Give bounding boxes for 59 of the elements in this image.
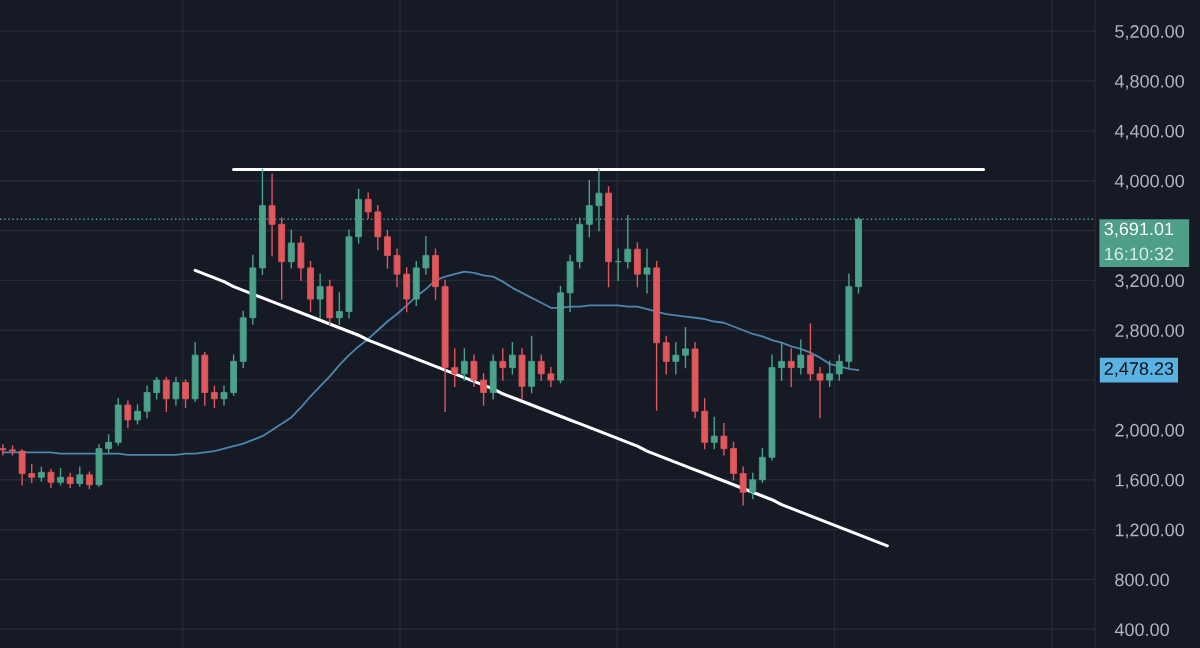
y-tick-label: 2,800.00 <box>1115 324 1185 340</box>
candlestick <box>682 327 689 369</box>
candlestick <box>460 348 468 381</box>
text: 16:10:32 <box>1105 247 1174 261</box>
candlestick <box>749 472 757 500</box>
y-tick-label: 3,200.00 <box>1115 274 1185 290</box>
y-tick-label: 1,200.00 <box>1115 523 1185 539</box>
candlestick <box>720 422 728 456</box>
candlestick <box>470 354 478 388</box>
y-tick-label: 4,400.00 <box>1114 124 1185 140</box>
candlestick <box>787 348 795 388</box>
candlestick <box>364 192 372 219</box>
candlestick <box>143 385 151 419</box>
candlestick <box>316 273 324 319</box>
candlestick <box>422 236 430 275</box>
y-tick-label: 4,000.00 <box>1114 174 1185 190</box>
y-tick-label: 2,000.00 <box>1115 423 1185 439</box>
candlestick <box>739 466 747 506</box>
candlestick <box>182 379 189 409</box>
candlestick <box>835 354 843 381</box>
candlestick <box>662 335 670 375</box>
candlestick <box>826 360 834 388</box>
candlestick <box>220 385 228 406</box>
candlestick <box>134 404 141 425</box>
candlestick <box>480 373 487 406</box>
candlestick <box>76 466 84 487</box>
candlestick <box>797 339 805 375</box>
y-tick-label: 400.00 <box>1114 623 1169 637</box>
candlestick <box>268 173 276 257</box>
y-tick-label: 4,800.00 <box>1114 74 1185 90</box>
candlestick <box>537 354 545 381</box>
candlestick <box>499 348 507 381</box>
candlestick <box>153 376 161 400</box>
line-series <box>193 268 889 548</box>
candlestick <box>451 348 459 388</box>
candlestick <box>287 229 295 269</box>
candlestick <box>643 248 651 294</box>
y-tick-label: 800.00 <box>1115 573 1169 587</box>
candlestick <box>547 366 555 388</box>
candlestick <box>18 449 26 486</box>
candlestick <box>807 323 814 381</box>
candlestick <box>778 341 785 381</box>
candlestick <box>124 400 132 429</box>
candlestick <box>210 385 218 409</box>
y-tick-label: 1,600.00 <box>1115 473 1185 489</box>
text: 2,478.23 <box>1104 362 1174 378</box>
candlestick <box>172 376 180 406</box>
candlestick <box>816 366 824 419</box>
y-tick-label: 5,200.00 <box>1115 25 1185 41</box>
candlestick <box>672 341 680 375</box>
candlestick <box>509 341 516 375</box>
candlestick <box>384 229 391 269</box>
candlestick <box>335 292 343 325</box>
ref-line-label: 3,691.01 <box>1104 222 1174 238</box>
candlestick <box>162 376 170 412</box>
candlestick <box>758 447 766 483</box>
candlestick <box>0 444 7 456</box>
candlestick <box>710 416 718 450</box>
candlestick <box>393 248 401 288</box>
